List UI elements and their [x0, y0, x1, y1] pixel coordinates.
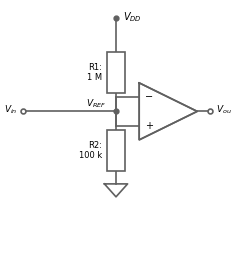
Text: R2:
100 k: R2: 100 k [79, 141, 102, 160]
Text: $V_{DD}$: $V_{DD}$ [122, 10, 141, 24]
Text: R1:
1 M: R1: 1 M [87, 63, 102, 82]
Text: −: − [144, 92, 152, 102]
Polygon shape [139, 83, 196, 140]
Text: $V_{REF}$: $V_{REF}$ [86, 98, 106, 110]
Text: +: + [144, 121, 152, 131]
Bar [106, 130, 125, 171]
Text: $V_{out}$: $V_{out}$ [215, 104, 231, 116]
Text: $V_{in}$: $V_{in}$ [4, 104, 17, 116]
Bar [106, 52, 125, 93]
